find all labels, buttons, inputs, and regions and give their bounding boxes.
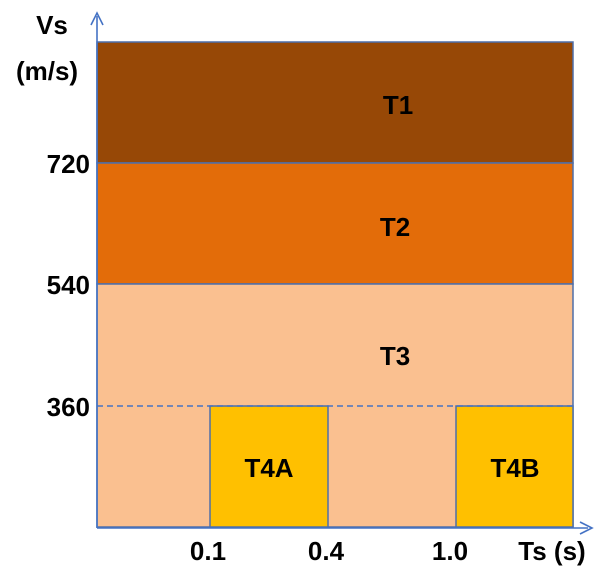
zone-t4b (455, 405, 574, 528)
y-axis-arrowhead (90, 11, 104, 26)
x-tick-label: 0.1 (190, 536, 226, 566)
zone-t4a-label: T4A (244, 453, 293, 483)
x-tick-label: 0.4 (308, 536, 345, 566)
y-tick-label: 540 (47, 270, 90, 300)
zone-t2 (96, 162, 574, 285)
zone-t4b-label: T4B (490, 453, 539, 483)
x-axis-arrowhead (579, 521, 594, 535)
y-axis-title-line1: Vs (36, 10, 68, 40)
zone-t4a (209, 405, 329, 528)
zone-t1 (96, 41, 574, 164)
y-axis-title-line2: (m/s) (16, 56, 78, 86)
zone-t3-label: T3 (380, 341, 410, 371)
y-tick-label: 720 (47, 149, 90, 179)
zone-t1-label: T1 (383, 90, 413, 120)
x-tick-label: 1.0 (432, 536, 468, 566)
zone-t2-label: T2 (380, 212, 410, 242)
y-tick-label: 360 (47, 392, 90, 422)
x-axis-title: Ts (s) (518, 536, 585, 566)
